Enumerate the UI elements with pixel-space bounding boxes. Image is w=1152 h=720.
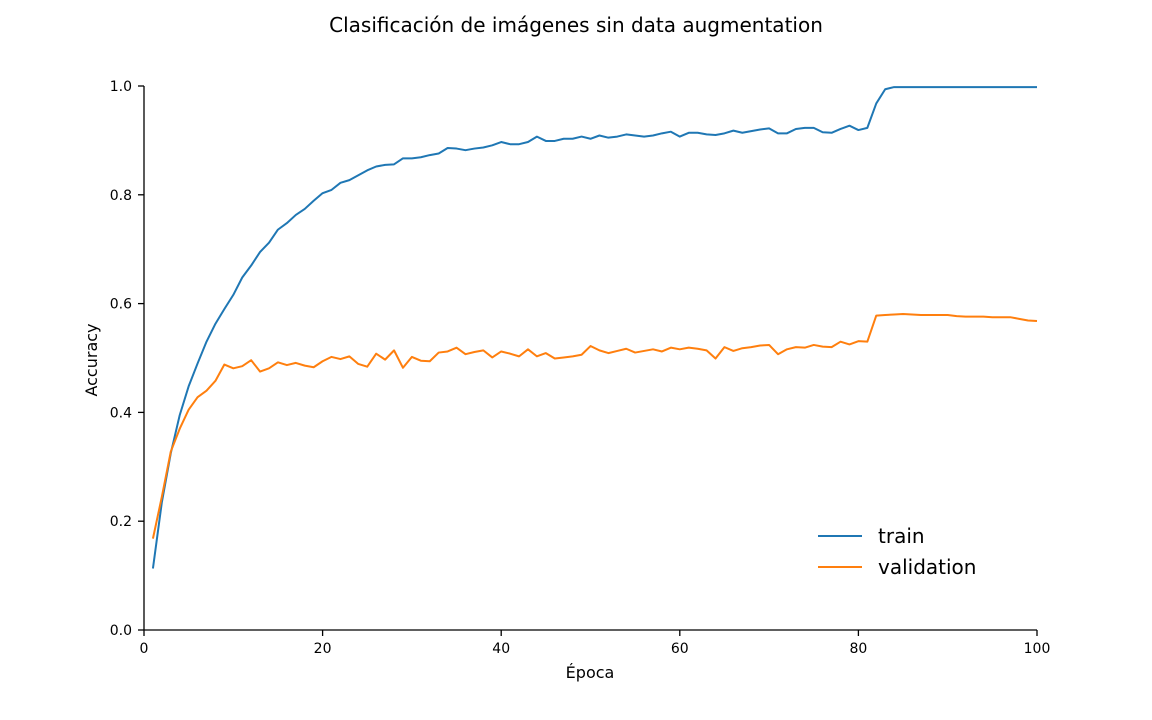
series-line-validation (151, 312, 1038, 539)
y-axis-label: Accuracy (82, 323, 101, 396)
series-line-train (151, 86, 1037, 569)
y-tick-label: 0.4 (110, 405, 132, 421)
y-tick-label: 0.8 (110, 188, 132, 204)
y-tick-label: 0.2 (110, 514, 132, 530)
x-tick-label: 80 (849, 641, 867, 657)
x-tick-label: 0 (140, 641, 149, 657)
x-tick-label: 100 (1024, 641, 1051, 657)
legend-label-validation: validation (878, 555, 976, 579)
legend: train validation (818, 524, 976, 579)
y-tick-label: 0.6 (110, 297, 132, 313)
x-tick-label: 40 (492, 641, 510, 657)
x-axis-ticks: 0 20 40 60 80 100 (140, 630, 1051, 657)
legend-label-train: train (878, 524, 925, 548)
x-axis-label: Época (566, 663, 615, 682)
chart-title: Clasificación de imágenes sin data augme… (329, 13, 823, 37)
x-tick-label: 60 (671, 641, 689, 657)
y-tick-label: 1.0 (110, 79, 132, 95)
y-tick-label: 0.0 (110, 623, 132, 639)
x-tick-label: 20 (314, 641, 332, 657)
plot-area (151, 86, 1038, 569)
y-axis-ticks: 0.0 0.2 0.4 0.6 0.8 1.0 (110, 79, 144, 639)
